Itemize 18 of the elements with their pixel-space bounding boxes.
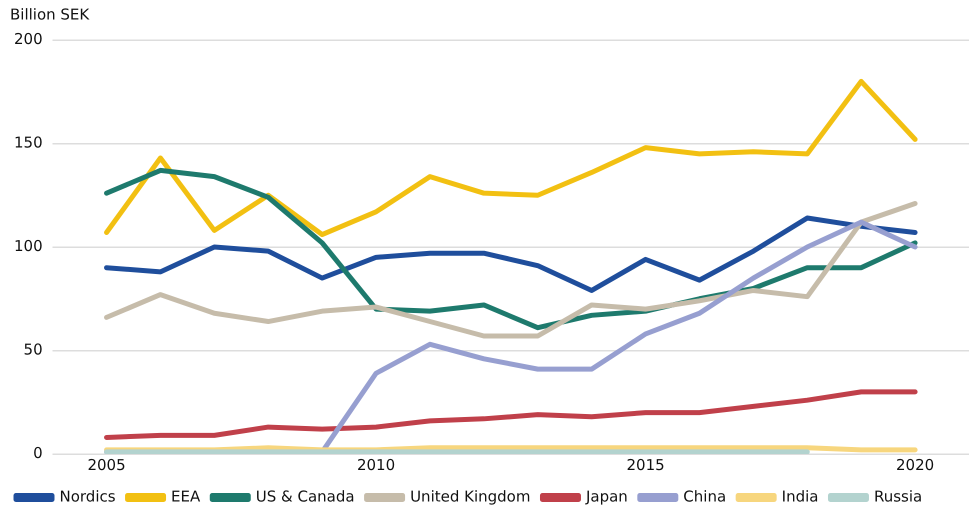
legend-label: Japan — [584, 487, 628, 506]
x-tick-label: 2015 — [626, 456, 665, 474]
x-tick-label: 2020 — [896, 456, 934, 474]
x-tick-label: 2005 — [87, 456, 126, 474]
y-tick-label: 150 — [14, 133, 43, 152]
legend-label: India — [782, 487, 818, 506]
x-tick-label: 2010 — [356, 456, 396, 474]
y-axis-title: Billion SEK — [10, 5, 90, 24]
legend-label: China — [683, 487, 726, 506]
legend-label: US & Canada — [256, 487, 355, 506]
legend-label: EEA — [171, 487, 202, 506]
y-tick-label: 100 — [14, 236, 43, 255]
legend-label: Russia — [874, 487, 922, 506]
legend-label: Nordics — [60, 487, 116, 506]
legend-label: United Kingdom — [410, 487, 530, 506]
y-tick-label: 200 — [14, 30, 43, 48]
y-tick-label: 50 — [24, 340, 43, 358]
y-tick-label: 0 — [33, 444, 43, 462]
